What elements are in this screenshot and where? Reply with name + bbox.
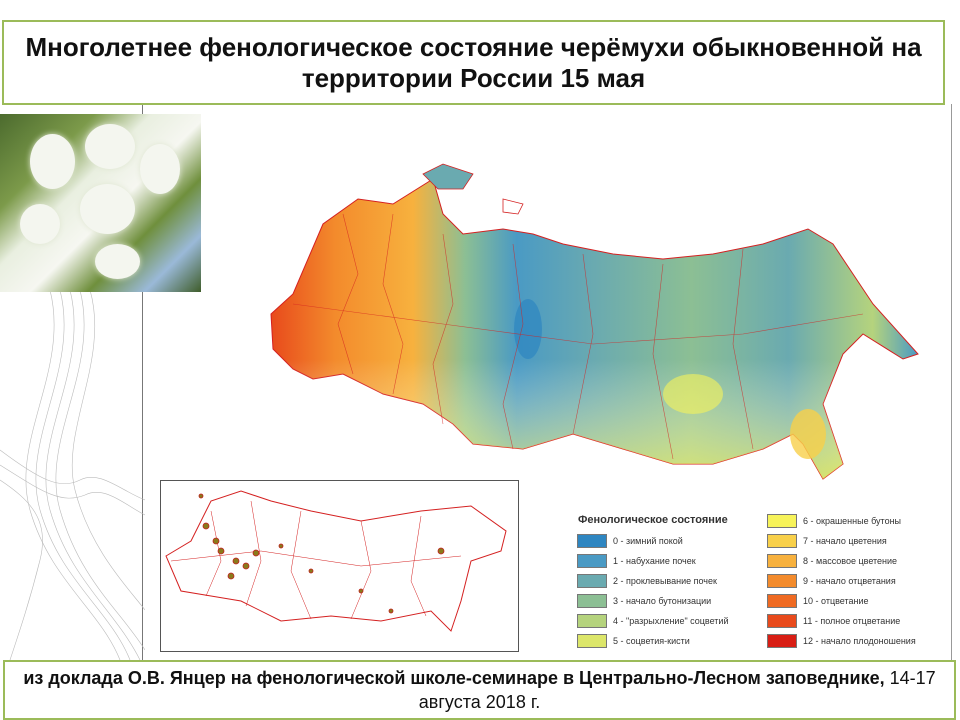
legend-swatch [767,514,797,528]
legend-label: 11 - полное отцветание [803,616,901,626]
legend-label: 6 - окрашенные бутоны [803,516,902,526]
legend-label: 10 - отцветание [803,596,869,606]
observation-points-inset-map [160,480,519,652]
legend-label: 4 - "разрыхление" соцветий [613,616,729,626]
legend-label: 3 - начало бутонизации [613,596,712,606]
legend-label: 2 - проклевывание почек [613,576,717,586]
legend-label: 9 - начало отцветания [803,576,896,586]
legend-item: 6 - окрашенные бутоны [767,514,901,528]
legend-item: 2 - проклевывание почек [577,574,717,588]
legend-swatch [577,554,607,568]
source-citation-date: 14-17 августа 2018 г. [418,668,936,712]
legend-item: 0 - зимний покой [577,534,683,548]
legend-swatch [577,614,607,628]
phenology-map [270,163,919,480]
legend-label: 5 - соцветия-кисти [613,636,690,646]
legend-swatch [767,534,797,548]
source-citation: из доклада О.В. Янцер на фенологической … [5,666,954,714]
footer-box: из доклада О.В. Янцер на фенологической … [3,660,956,720]
bird-cherry-photo [0,114,201,292]
legend-label: 8 - массовое цветение [803,556,898,566]
legend-item: 11 - полное отцветание [767,614,900,628]
legend-swatch [767,554,797,568]
legend-swatch [577,634,607,648]
legend-item: 9 - начало отцветания [767,574,896,588]
decorative-lines [0,290,145,660]
legend-label: 12 - начало плодоношения [803,636,916,646]
legend-swatch [577,534,607,548]
legend-swatch [767,614,797,628]
legend-label: 7 - начало цветения [803,536,887,546]
legend: Фенологическое состояние 0 - зимний поко… [575,512,935,652]
legend-swatch [767,574,797,588]
legend-label: 0 - зимний покой [613,536,683,546]
legend-swatch [577,574,607,588]
title-box: Многолетнее фенологическое состояние чер… [2,20,945,105]
legend-swatch [767,594,797,608]
slide-title: Многолетнее фенологическое состояние чер… [25,31,922,93]
legend-title: Фенологическое состояние [578,514,728,526]
source-citation-bold: из доклада О.В. Янцер на фенологической … [23,668,885,688]
legend-swatch [767,634,797,648]
legend-item: 4 - "разрыхление" соцветий [577,614,729,628]
legend-item: 7 - начало цветения [767,534,887,548]
legend-item: 10 - отцветание [767,594,869,608]
legend-item: 5 - соцветия-кисти [577,634,690,648]
legend-item: 1 - набухание почек [577,554,696,568]
legend-item: 12 - начало плодоношения [767,634,916,648]
legend-swatch [577,594,607,608]
legend-item: 8 - массовое цветение [767,554,897,568]
legend-label: 1 - набухание почек [613,556,696,566]
legend-item: 3 - начало бутонизации [577,594,711,608]
